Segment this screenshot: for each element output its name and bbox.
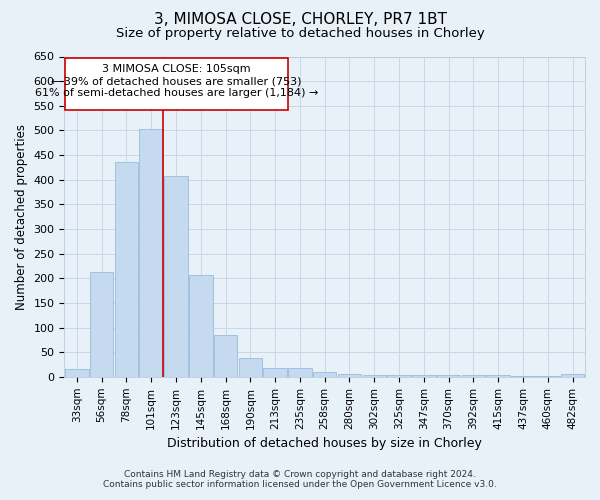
X-axis label: Distribution of detached houses by size in Chorley: Distribution of detached houses by size … <box>167 437 482 450</box>
Bar <box>139 130 163 377</box>
Text: 61% of semi-detached houses are larger (1,184) →: 61% of semi-detached houses are larger (… <box>35 88 318 99</box>
Bar <box>511 376 535 377</box>
Text: 3 MIMOSA CLOSE: 105sqm: 3 MIMOSA CLOSE: 105sqm <box>102 64 251 74</box>
Bar <box>65 370 89 377</box>
Bar <box>214 335 238 377</box>
Bar <box>115 162 138 377</box>
Bar <box>387 376 411 377</box>
Text: Size of property relative to detached houses in Chorley: Size of property relative to detached ho… <box>116 28 484 40</box>
Bar <box>263 368 287 377</box>
Y-axis label: Number of detached properties: Number of detached properties <box>15 124 28 310</box>
Text: Contains HM Land Registry data © Crown copyright and database right 2024.
Contai: Contains HM Land Registry data © Crown c… <box>103 470 497 489</box>
Text: 3, MIMOSA CLOSE, CHORLEY, PR7 1BT: 3, MIMOSA CLOSE, CHORLEY, PR7 1BT <box>154 12 446 28</box>
Bar <box>338 374 361 377</box>
Bar <box>164 176 188 377</box>
Bar <box>437 376 460 377</box>
FancyBboxPatch shape <box>65 58 287 110</box>
Bar <box>313 372 337 377</box>
Bar <box>561 374 584 377</box>
Bar <box>189 275 212 377</box>
Bar <box>90 272 113 377</box>
Bar <box>288 368 311 377</box>
Text: ← 39% of detached houses are smaller (753): ← 39% of detached houses are smaller (75… <box>51 76 301 86</box>
Bar <box>362 375 386 377</box>
Bar <box>412 375 436 377</box>
Bar <box>461 375 485 377</box>
Bar <box>487 376 510 377</box>
Bar <box>239 358 262 377</box>
